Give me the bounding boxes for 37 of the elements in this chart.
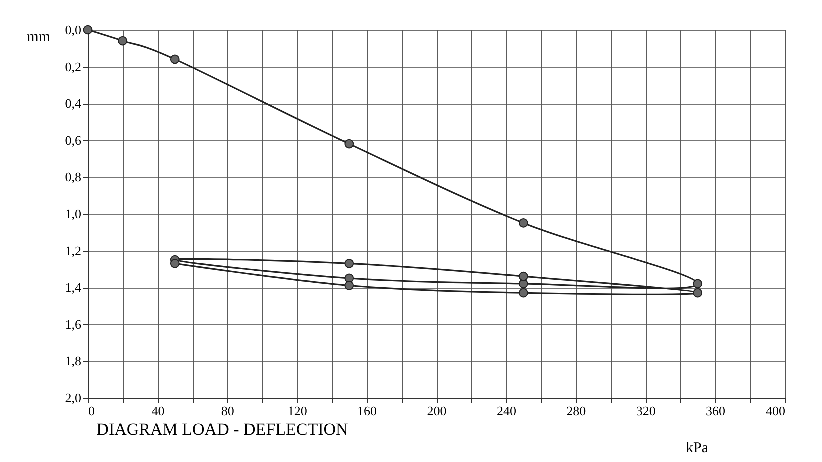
y-tick-label: 1,2 <box>65 243 82 258</box>
text: DIAGRAM LOAD - DEFLECTION <box>96 420 348 439</box>
point <box>170 259 180 268</box>
x-tick-label: 200 <box>427 404 447 418</box>
x-axis-title: kPa <box>686 440 709 456</box>
y-tick-label: 0,6 <box>65 132 82 148</box>
y-tick-label: 1,8 <box>65 354 82 369</box>
point <box>344 139 354 149</box>
y-tick-label: 0,0 <box>65 22 82 38</box>
point <box>170 54 180 64</box>
y-tick-label: 0,4 <box>65 96 82 112</box>
x-tick-label: 160 <box>358 404 378 418</box>
x-tick-label: 360 <box>706 404 726 418</box>
x-tick-label: 120 <box>288 404 308 418</box>
x-tick-label: 280 <box>566 404 586 418</box>
point <box>518 272 528 282</box>
point <box>518 288 528 298</box>
y-tick-label: 0,2 <box>65 59 82 74</box>
point <box>83 25 93 35</box>
point <box>118 36 128 46</box>
point <box>344 281 354 290</box>
x-tick-label: 0 <box>88 404 95 418</box>
y-axis-title: mm <box>27 30 51 46</box>
y-tick-label: 1,6 <box>65 316 82 332</box>
y-tick-label: 1,4 <box>65 280 82 296</box>
point <box>518 218 528 228</box>
y-tick-label: 2,0 <box>65 390 82 406</box>
x-tick-label: 80 <box>221 404 234 418</box>
point <box>693 288 703 298</box>
point <box>693 279 703 289</box>
x-tick-label: 40 <box>152 404 165 418</box>
y-tick-label: 0,8 <box>65 170 82 185</box>
x-tick-label: 240 <box>496 404 516 418</box>
x-tick-label: 320 <box>636 404 656 418</box>
x-tick-label: 400 <box>766 404 786 418</box>
point <box>344 259 354 268</box>
y-tick-label: 1,0 <box>65 206 82 222</box>
